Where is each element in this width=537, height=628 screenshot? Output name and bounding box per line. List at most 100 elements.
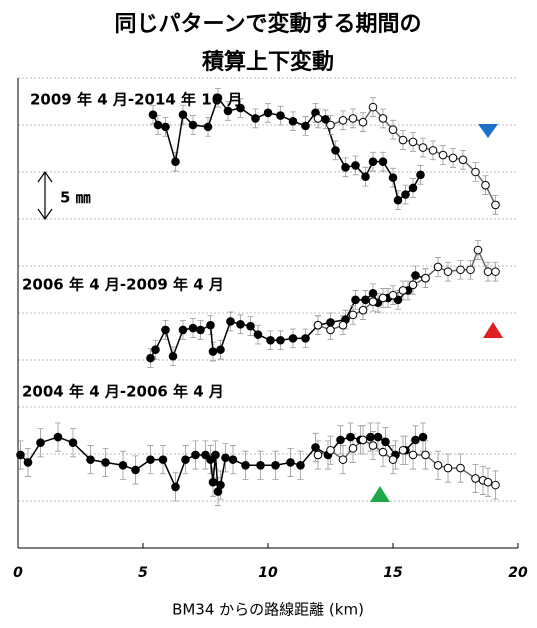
data-point xyxy=(153,120,163,130)
data-point xyxy=(483,267,493,276)
data-point xyxy=(471,167,480,177)
data-point xyxy=(358,117,368,127)
data-point xyxy=(368,288,378,298)
data-point xyxy=(211,450,220,460)
up-marker xyxy=(370,486,390,502)
data-point xyxy=(348,310,358,320)
scale-bar xyxy=(37,170,53,221)
x-tick-label: 15 xyxy=(383,565,403,581)
data-point xyxy=(471,474,480,483)
data-point xyxy=(338,116,348,125)
annotation: 2006 年 4 月-2009 年 4 月 xyxy=(22,276,224,294)
data-point xyxy=(481,180,490,190)
data-point xyxy=(378,293,388,303)
data-point xyxy=(23,458,33,467)
data-point xyxy=(338,320,348,330)
data-point xyxy=(416,170,425,180)
x-tick-label: 20 xyxy=(508,565,528,581)
data-point xyxy=(286,458,295,467)
data-point xyxy=(118,460,128,470)
data-point xyxy=(288,334,298,343)
data-point xyxy=(351,295,360,305)
data-point xyxy=(398,286,408,295)
data-point xyxy=(456,463,465,473)
data-point xyxy=(263,108,273,118)
data-point xyxy=(146,353,155,363)
data-point xyxy=(388,125,398,134)
data-point xyxy=(313,320,323,330)
data-point xyxy=(491,267,500,276)
data-point xyxy=(491,200,500,210)
data-point xyxy=(358,435,368,445)
data-point xyxy=(171,157,180,166)
data-point xyxy=(276,111,285,120)
data-point xyxy=(266,335,275,345)
data-point xyxy=(236,103,245,113)
data-point xyxy=(228,455,238,464)
data-point xyxy=(351,161,360,170)
data-point xyxy=(421,450,430,460)
data-point xyxy=(366,432,375,442)
data-point xyxy=(326,445,335,455)
data-point xyxy=(433,460,443,470)
data-point xyxy=(388,290,398,300)
data-point xyxy=(296,460,305,470)
data-point xyxy=(411,271,420,280)
data-point xyxy=(401,190,410,199)
data-point xyxy=(16,450,25,460)
data-point xyxy=(188,120,198,130)
data-point xyxy=(373,432,383,442)
data-point xyxy=(361,295,370,305)
data-point xyxy=(418,432,428,442)
data-point xyxy=(171,482,180,492)
data-point xyxy=(348,114,358,123)
data-point xyxy=(408,183,418,193)
data-point xyxy=(361,172,370,181)
data-point xyxy=(206,320,215,330)
plot xyxy=(16,87,500,507)
data-point xyxy=(311,443,320,452)
data-point xyxy=(428,146,438,155)
data-point xyxy=(398,135,408,145)
data-point xyxy=(358,305,368,315)
data-point xyxy=(473,245,483,255)
data-point xyxy=(421,273,430,283)
data-point xyxy=(53,432,63,442)
x-tick-label: 10 xyxy=(258,565,278,581)
data-point xyxy=(456,265,465,275)
x-tick-label: 0 xyxy=(13,565,23,581)
data-point xyxy=(438,150,448,160)
data-point xyxy=(208,477,218,487)
data-point xyxy=(368,157,378,166)
data-point xyxy=(221,453,230,463)
data-point xyxy=(253,330,263,339)
data-point xyxy=(346,432,355,442)
data-point xyxy=(68,438,78,448)
data-point xyxy=(388,173,398,182)
series-line xyxy=(152,96,422,202)
data-point xyxy=(398,445,408,455)
data-point xyxy=(188,323,198,333)
data-point xyxy=(301,121,310,131)
data-point xyxy=(433,262,443,272)
data-point xyxy=(86,455,95,464)
data-point xyxy=(491,480,500,490)
up-marker xyxy=(483,322,503,338)
data-point xyxy=(301,334,310,343)
data-point xyxy=(393,195,403,205)
data-point xyxy=(161,122,170,132)
data-point xyxy=(146,455,155,464)
data-point xyxy=(466,265,475,275)
data-point xyxy=(408,137,418,147)
data-point xyxy=(241,460,250,470)
data-point xyxy=(271,460,280,470)
data-point xyxy=(251,114,260,123)
data-point xyxy=(326,325,335,335)
data-point xyxy=(326,318,335,327)
chart-title: 同じパターンで変動する期間の xyxy=(115,11,422,37)
data-point xyxy=(246,321,255,331)
data-point xyxy=(148,110,158,119)
chart-title: 積算上下変動 xyxy=(202,49,334,75)
data-point xyxy=(36,438,45,448)
